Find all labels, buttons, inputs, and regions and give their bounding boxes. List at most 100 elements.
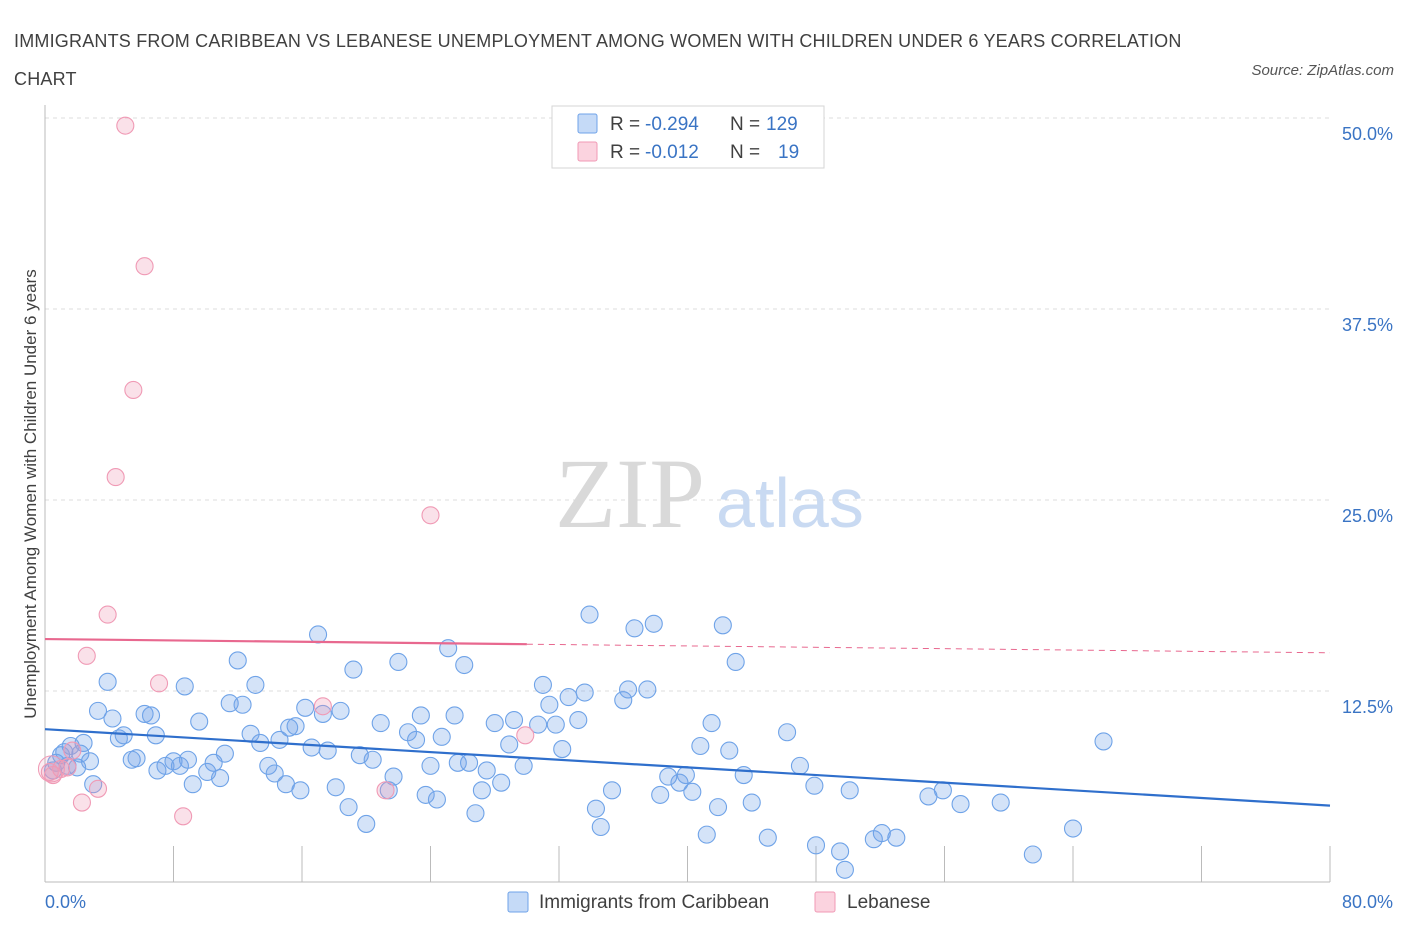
caribbean-point-27: [183, 775, 202, 794]
lebanese-trend-line-dashed: [526, 643, 1331, 654]
caribbean-point-54: [344, 660, 363, 679]
caribbean-point-75: [472, 781, 491, 800]
lebanese-point-14: [174, 807, 193, 826]
caribbean-point-51: [326, 778, 345, 797]
caribbean-point-98: [644, 614, 663, 633]
caribbean-point-11: [88, 701, 108, 720]
caribbean-point-81: [514, 756, 533, 775]
caribbean-point-113: [758, 828, 777, 847]
caribbean-point-44: [286, 717, 305, 736]
lebanese-point-5: [72, 793, 91, 812]
caribbean-point-56: [357, 814, 376, 833]
lebanese-point-8: [98, 605, 117, 624]
caribbean-point-18: [135, 704, 154, 723]
grid-lines: [45, 117, 1330, 692]
caribbean-point-17: [127, 749, 146, 768]
legend-n-label-1: N =: [730, 114, 760, 135]
lebanese-cluster-marker: [37, 755, 65, 783]
y-tick-label-3: 50.0%: [1342, 124, 1393, 144]
caribbean-point-129: [1063, 819, 1083, 838]
caribbean-point-26: [178, 750, 198, 769]
caribbean-point-76: [477, 761, 496, 780]
caribbean-point-63: [406, 730, 426, 749]
caribbean-point-99: [651, 785, 670, 804]
lebanese-point-6: [77, 646, 96, 665]
caribbean-point-25: [175, 677, 194, 696]
bottom-legend-label-lebanese: Lebanese: [847, 892, 930, 913]
caribbean-point-96: [625, 619, 644, 638]
chart-title: IMMIGRANTS FROM CARIBBEAN VS LEBANESE UN…: [14, 31, 1182, 89]
caribbean-point-109: [720, 741, 739, 760]
caribbean-point-57: [363, 750, 382, 769]
caribbean-point-89: [575, 683, 594, 702]
caribbean-point-92: [591, 817, 610, 837]
series-caribbean-points: [43, 605, 1113, 879]
lebanese-point-12: [135, 257, 154, 276]
caribbean-point-46: [296, 698, 315, 717]
caribbean-point-60: [384, 767, 403, 786]
lebanese-point-0: [40, 762, 59, 782]
caribbean-point-48: [309, 625, 328, 644]
caribbean-point-64: [411, 706, 430, 725]
lebanese-point-4: [63, 741, 82, 760]
caribbean-point-72: [455, 655, 474, 675]
caribbean-point-84: [540, 695, 559, 714]
bottom-legend-swatch-lebanese: [814, 891, 836, 913]
caribbean-point-117: [806, 836, 826, 855]
caribbean-point-9: [80, 752, 100, 771]
lebanese-trend-line-solid: [44, 637, 527, 646]
caribbean-point-127: [991, 793, 1010, 812]
caribbean-point-37: [246, 675, 265, 694]
caribbean-point-47: [302, 738, 321, 757]
caribbean-point-100: [659, 767, 678, 786]
caribbean-point-122: [872, 824, 891, 843]
caribbean-point-45: [291, 781, 310, 800]
bottom-legend-swatch-caribbean: [507, 891, 529, 913]
caribbean-point-40: [265, 764, 284, 783]
caribbean-point-82: [529, 715, 548, 734]
lebanese-point-17: [421, 506, 440, 525]
caribbean-point-94: [614, 691, 633, 710]
caribbean-point-31: [211, 769, 230, 788]
lebanese-point-9: [106, 468, 125, 487]
legend-n-value-2: 19: [778, 142, 799, 163]
x-tick-label-min: 0.0%: [45, 892, 86, 912]
caribbean-point-12: [98, 672, 117, 691]
source-text: Source: ZipAtlas.com: [1251, 62, 1394, 79]
caribbean-point-106: [702, 714, 721, 733]
caribbean-point-35: [233, 695, 252, 714]
caribbean-point-112: [742, 793, 761, 812]
caribbean-point-78: [492, 773, 511, 792]
caribbean-point-34: [228, 651, 247, 670]
watermark: ZIP atlas: [555, 438, 864, 549]
y-tick-label-2: 37.5%: [1342, 315, 1393, 335]
caribbean-point-28: [190, 712, 209, 731]
caribbean-point-103: [683, 782, 702, 801]
lebanese-point-18: [516, 726, 535, 745]
caribbean-point-80: [504, 710, 524, 730]
caribbean-point-91: [586, 799, 605, 818]
y-tick-label-0: 12.5%: [1342, 697, 1393, 717]
watermark-zip: ZIP: [555, 438, 705, 549]
caribbean-point-108: [713, 616, 732, 635]
caribbean-point-39: [259, 756, 278, 775]
legend-r-value-2: -0.012: [645, 142, 699, 163]
caribbean-point-125: [933, 781, 952, 800]
caribbean-point-110: [726, 652, 745, 672]
caribbean-point-104: [691, 736, 710, 756]
caribbean-point-111: [734, 765, 753, 785]
caribbean-point-95: [619, 680, 638, 699]
caribbean-point-130: [1094, 732, 1113, 751]
caribbean-point-68: [432, 727, 451, 746]
legend-r-label-1: R =: [610, 114, 640, 135]
caribbean-point-53: [339, 798, 358, 817]
caribbean-point-79: [500, 735, 519, 754]
trend-lines: [44, 637, 1331, 807]
caribbean-point-77: [485, 714, 504, 733]
bottom-legend-label-caribbean: Immigrants from Caribbean: [539, 892, 769, 913]
caribbean-point-116: [805, 776, 824, 795]
caribbean-point-52: [331, 701, 350, 720]
lebanese-point-7: [88, 779, 108, 798]
axes: [44, 105, 1331, 883]
